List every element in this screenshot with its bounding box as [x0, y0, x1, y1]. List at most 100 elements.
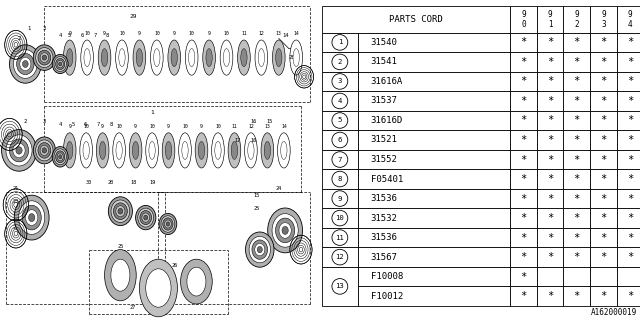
Ellipse shape: [165, 141, 172, 159]
Text: 31616D: 31616D: [371, 116, 403, 125]
Ellipse shape: [116, 141, 122, 159]
Ellipse shape: [52, 147, 68, 167]
Bar: [537, 169, 563, 189]
Bar: [616, 189, 640, 208]
Text: 11: 11: [232, 124, 237, 129]
Text: 2: 2: [17, 36, 20, 41]
Ellipse shape: [36, 140, 53, 161]
Text: 10: 10: [189, 31, 195, 36]
Bar: [510, 72, 537, 91]
Bar: [322, 247, 358, 267]
Text: *: *: [520, 272, 527, 282]
Text: *: *: [520, 194, 527, 204]
Text: *: *: [600, 37, 607, 47]
Bar: [322, 33, 358, 52]
Bar: [563, 286, 590, 306]
Ellipse shape: [252, 240, 268, 259]
Bar: [510, 6, 537, 33]
Ellipse shape: [282, 226, 288, 235]
Ellipse shape: [276, 49, 282, 67]
Ellipse shape: [1, 130, 36, 171]
Text: F10008: F10008: [371, 272, 403, 281]
Text: 5: 5: [338, 117, 342, 124]
Text: *: *: [573, 76, 580, 86]
Ellipse shape: [59, 155, 62, 159]
Ellipse shape: [215, 141, 221, 159]
Bar: [616, 130, 640, 150]
Text: *: *: [627, 96, 633, 106]
Ellipse shape: [19, 201, 45, 234]
Ellipse shape: [113, 203, 127, 220]
Ellipse shape: [248, 141, 254, 159]
Ellipse shape: [171, 49, 177, 67]
Bar: [510, 208, 537, 228]
Ellipse shape: [136, 205, 156, 230]
Text: 25: 25: [117, 244, 124, 249]
Ellipse shape: [223, 49, 230, 67]
Text: *: *: [547, 135, 553, 145]
Text: *: *: [520, 57, 527, 67]
Ellipse shape: [186, 40, 198, 75]
Text: 1: 1: [27, 26, 30, 31]
Bar: [616, 267, 640, 286]
Text: 25: 25: [253, 205, 260, 211]
Bar: [322, 72, 358, 91]
Ellipse shape: [6, 135, 32, 166]
Bar: [563, 189, 590, 208]
Text: 16: 16: [250, 119, 257, 124]
Text: 10: 10: [84, 31, 90, 36]
Text: *: *: [573, 252, 580, 262]
Text: *: *: [627, 57, 633, 67]
Text: 13: 13: [335, 284, 344, 289]
Ellipse shape: [133, 40, 146, 75]
Text: 10: 10: [182, 124, 188, 129]
Ellipse shape: [98, 40, 111, 75]
Text: *: *: [600, 174, 607, 184]
Ellipse shape: [206, 49, 212, 67]
Bar: [563, 6, 590, 33]
Bar: [358, 169, 510, 189]
Bar: [358, 91, 510, 111]
Text: *: *: [600, 76, 607, 86]
Text: F10012: F10012: [371, 292, 403, 301]
Circle shape: [332, 93, 348, 109]
Text: 31537: 31537: [371, 96, 397, 106]
Bar: [358, 189, 510, 208]
Bar: [537, 111, 563, 130]
Ellipse shape: [42, 55, 47, 60]
Bar: [537, 228, 563, 247]
Text: 12: 12: [335, 254, 344, 260]
Text: F05401: F05401: [371, 174, 403, 184]
Bar: [590, 33, 616, 52]
Ellipse shape: [257, 246, 262, 253]
Ellipse shape: [182, 141, 188, 159]
Text: *: *: [520, 155, 527, 164]
Ellipse shape: [264, 141, 271, 159]
Text: *: *: [547, 37, 553, 47]
Ellipse shape: [212, 133, 224, 168]
Ellipse shape: [59, 62, 62, 66]
Ellipse shape: [150, 40, 163, 75]
Text: *: *: [520, 252, 527, 262]
Ellipse shape: [10, 139, 29, 162]
Bar: [537, 33, 563, 52]
Bar: [358, 208, 510, 228]
Text: 23: 23: [13, 199, 19, 204]
Text: 4: 4: [59, 33, 62, 38]
Bar: [563, 52, 590, 72]
Bar: [510, 286, 537, 306]
Ellipse shape: [140, 259, 177, 317]
Bar: [590, 150, 616, 169]
Ellipse shape: [144, 215, 148, 220]
Ellipse shape: [140, 211, 152, 225]
Bar: [590, 52, 616, 72]
Ellipse shape: [111, 259, 130, 291]
Ellipse shape: [96, 133, 109, 168]
Text: *: *: [600, 155, 607, 164]
Ellipse shape: [67, 141, 73, 159]
Text: PARTS CORD: PARTS CORD: [389, 15, 443, 24]
Text: 14: 14: [293, 31, 299, 36]
Ellipse shape: [111, 200, 130, 222]
Bar: [616, 52, 640, 72]
Text: 31540: 31540: [371, 38, 397, 47]
